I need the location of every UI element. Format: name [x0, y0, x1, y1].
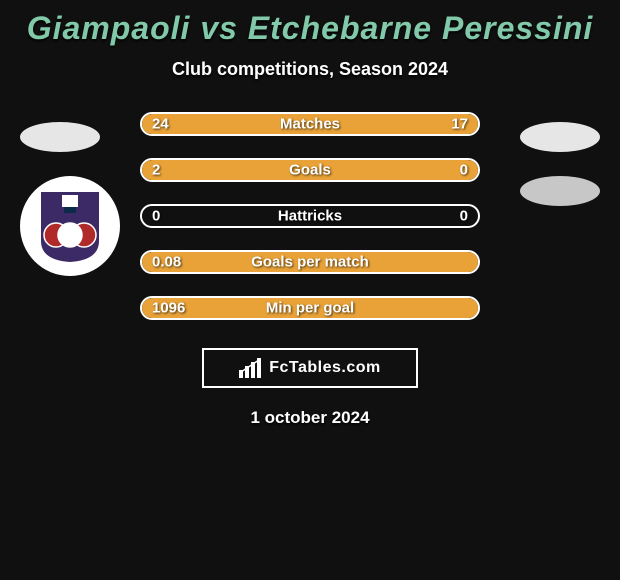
stat-value-right: 17 — [451, 116, 468, 133]
date-text: 1 october 2024 — [250, 408, 369, 428]
page-title: Giampaoli vs Etchebarne Peressini — [27, 10, 594, 47]
stat-value-left: 1096 — [152, 300, 185, 317]
stat-value-right: 0 — [460, 162, 468, 179]
club-badge — [20, 176, 120, 276]
player-right-avatar-2 — [520, 176, 600, 206]
stat-label: Min per goal — [266, 300, 354, 317]
stat-row: 24 Matches 17 — [140, 112, 480, 136]
brand-bars-icon — [239, 358, 265, 378]
brand-text: FcTables.com — [269, 359, 381, 377]
stat-row: 2 Goals 0 — [140, 158, 480, 182]
stats-list: 24 Matches 17 2 Goals 0 0 Hattricks 0 0.08 Goals p… — [140, 112, 480, 342]
player-left-avatar — [20, 122, 100, 152]
stat-value-left: 0.08 — [152, 254, 181, 271]
comparison-card: Giampaoli vs Etchebarne Peressini Club c… — [0, 0, 620, 580]
stat-value-right: 0 — [460, 208, 468, 225]
page-subtitle: Club competitions, Season 2024 — [172, 59, 448, 80]
stat-row: 0.08 Goals per match — [140, 250, 480, 274]
stat-row: 0 Hattricks 0 — [140, 204, 480, 228]
stat-value-left: 2 — [152, 162, 160, 179]
stat-label: Matches — [280, 116, 340, 133]
stat-row: 1096 Min per goal — [140, 296, 480, 320]
stat-value-left: 24 — [152, 116, 169, 133]
stat-label: Hattricks — [278, 208, 342, 225]
stat-label: Goals — [289, 162, 331, 179]
stat-value-left: 0 — [152, 208, 160, 225]
player-right-avatar — [520, 122, 600, 152]
stat-fill-left — [142, 160, 401, 180]
brand-box: FcTables.com — [202, 348, 418, 388]
stat-label: Goals per match — [251, 254, 369, 271]
